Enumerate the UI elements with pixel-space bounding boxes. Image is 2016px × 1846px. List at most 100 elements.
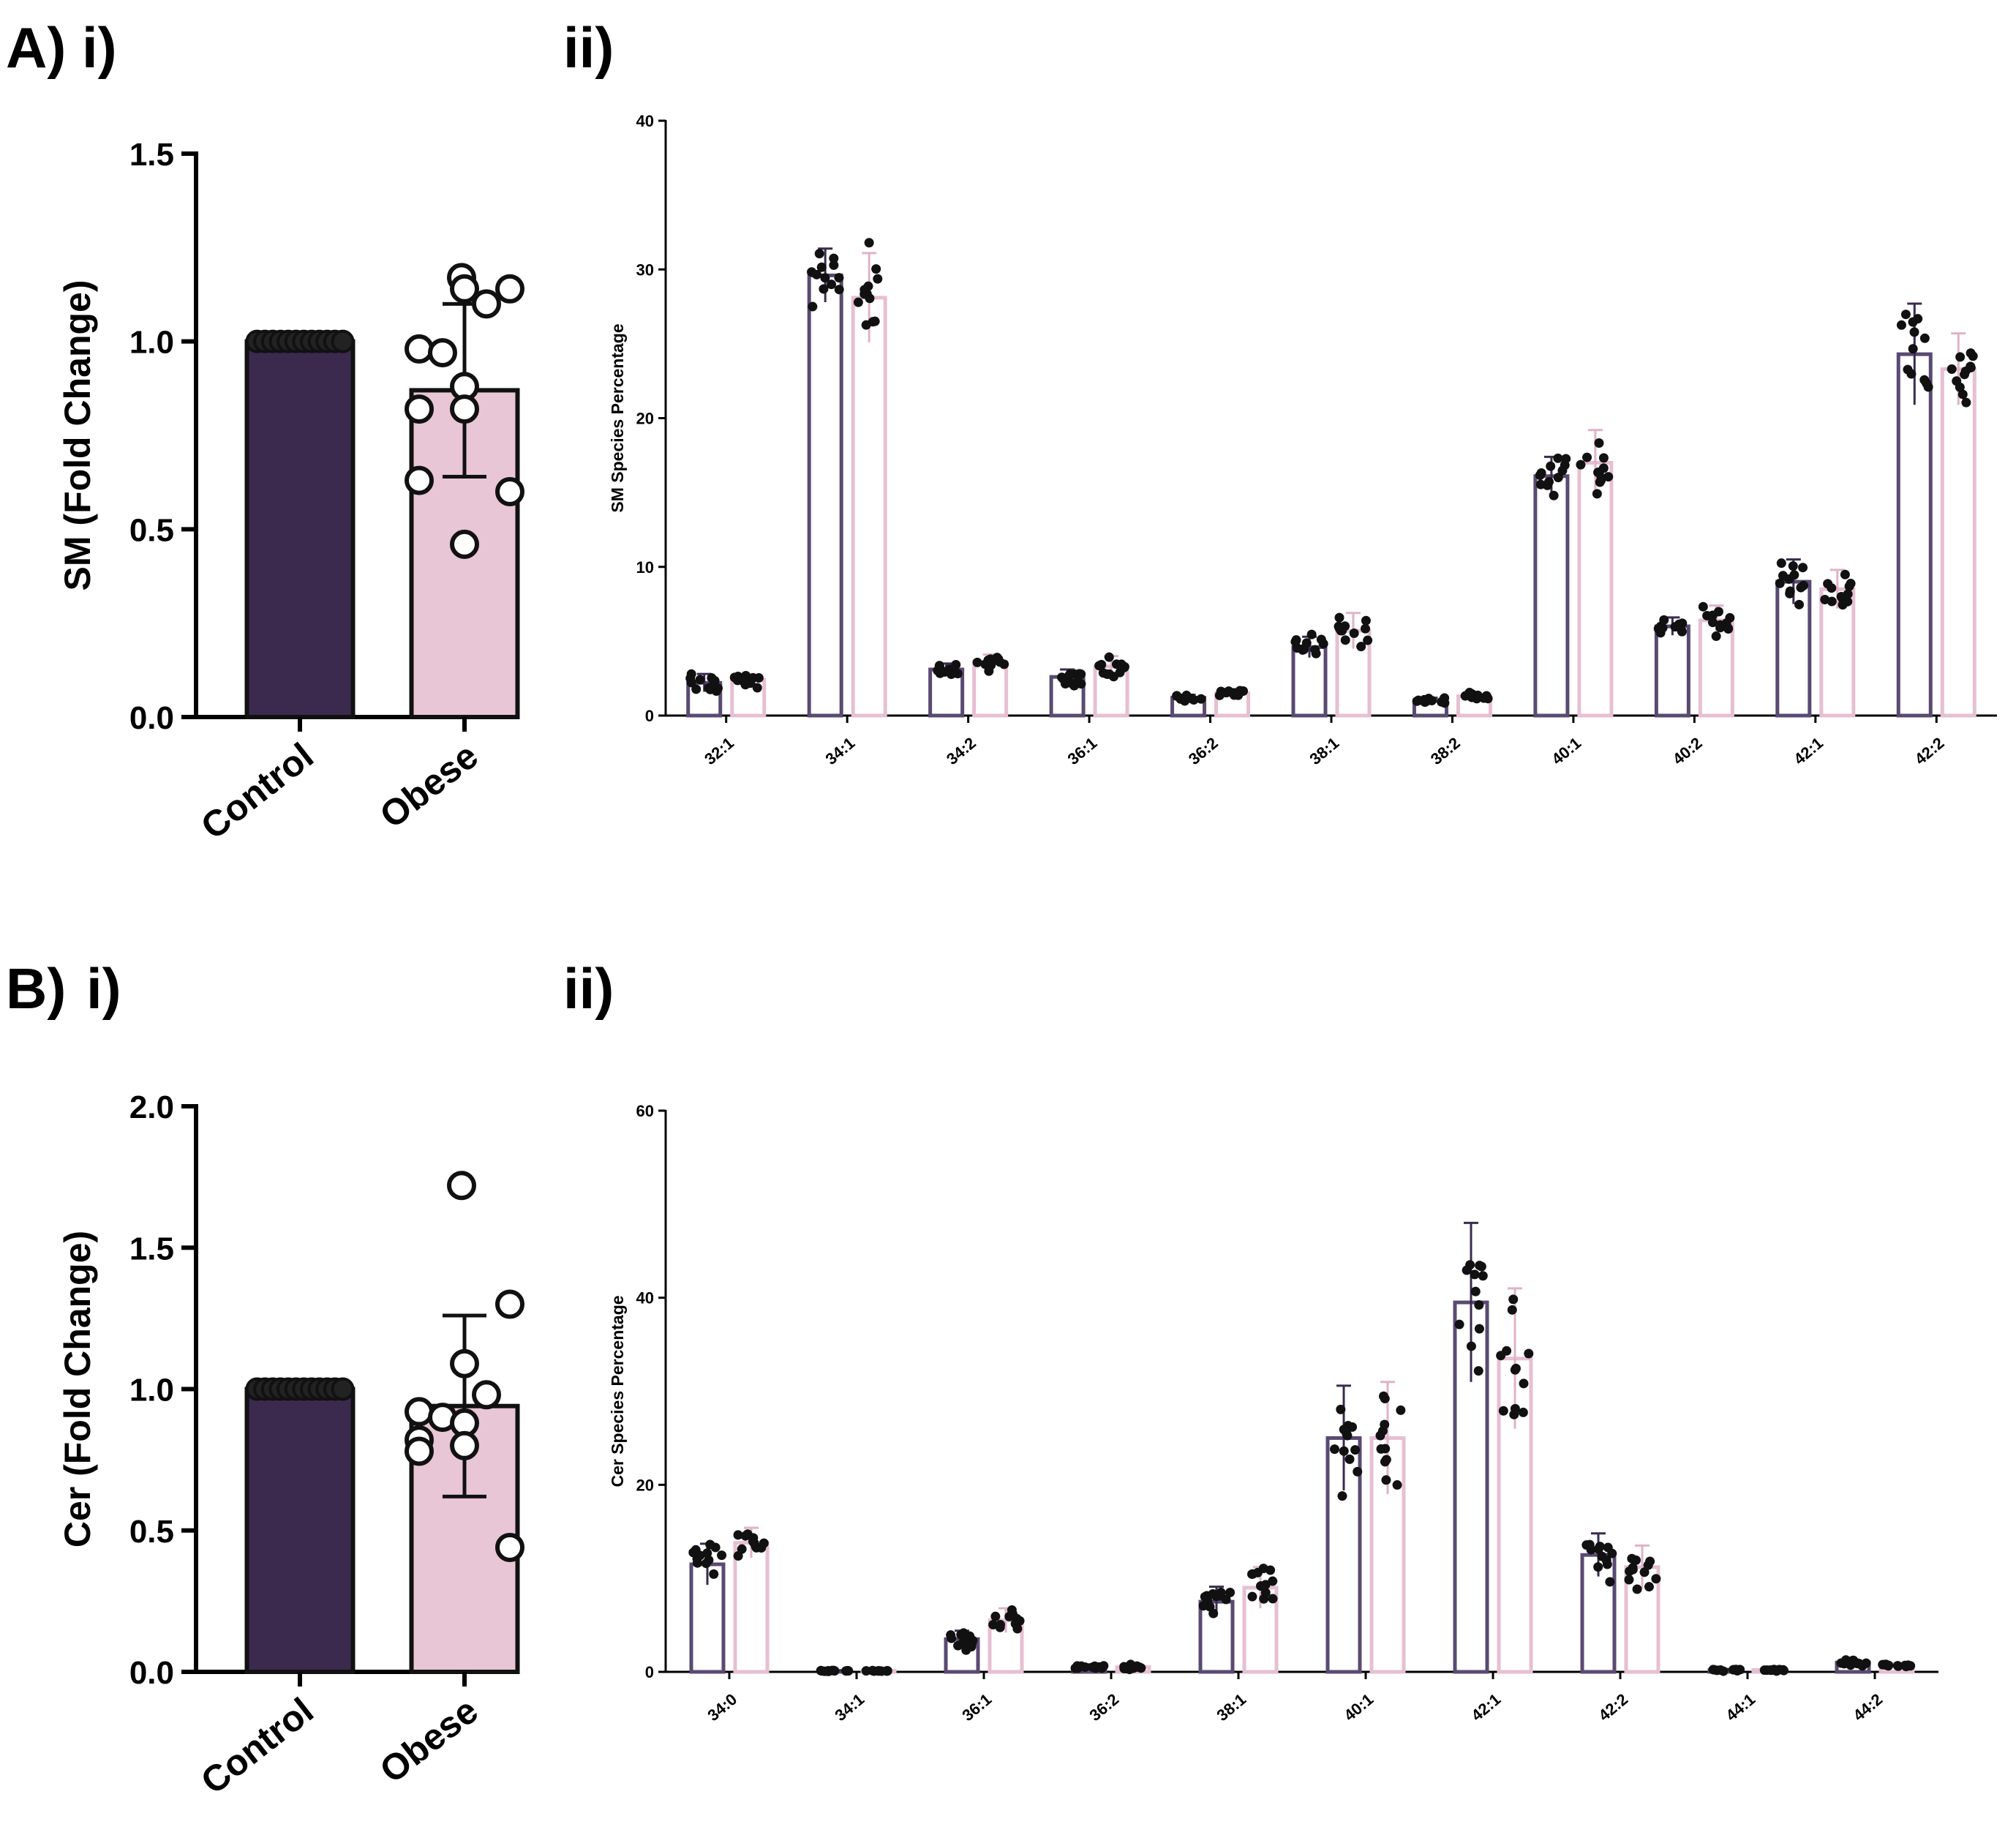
data-point bbox=[737, 1544, 747, 1554]
data-point bbox=[1602, 1559, 1612, 1569]
data-point bbox=[685, 673, 696, 683]
x-tick-label-control: Control bbox=[193, 1690, 321, 1803]
data-point bbox=[1347, 1422, 1358, 1432]
bar-obese bbox=[851, 296, 887, 718]
data-point bbox=[1075, 669, 1085, 679]
data-point bbox=[1840, 569, 1850, 579]
data-point bbox=[946, 1630, 956, 1640]
bar-control bbox=[244, 339, 356, 719]
x-tick-label: 36:2 bbox=[1185, 734, 1222, 768]
data-point bbox=[1337, 1491, 1347, 1501]
y-tick-label: 40 bbox=[636, 112, 654, 130]
data-point bbox=[843, 1665, 853, 1676]
data-point bbox=[864, 238, 874, 248]
data-point bbox=[428, 338, 457, 368]
bar-obese bbox=[1577, 460, 1614, 718]
data-point bbox=[749, 1538, 759, 1548]
data-point bbox=[820, 273, 830, 283]
y-tick-label: 0.0 bbox=[129, 1655, 174, 1691]
data-point bbox=[829, 260, 839, 270]
x-tick-label: 42:1 bbox=[1790, 734, 1827, 768]
data-point bbox=[819, 284, 829, 294]
data-point bbox=[814, 249, 824, 259]
data-point bbox=[1268, 1594, 1278, 1604]
data-point bbox=[1361, 623, 1371, 634]
data-point bbox=[1778, 571, 1788, 581]
data-point bbox=[1789, 570, 1799, 580]
data-point bbox=[1535, 470, 1545, 480]
y-tick-label: 1.0 bbox=[129, 1373, 174, 1408]
data-point bbox=[1561, 454, 1571, 464]
y-tick-label: 0.5 bbox=[129, 512, 174, 548]
data-point bbox=[1225, 1588, 1235, 1598]
data-point bbox=[1381, 1455, 1391, 1465]
data-point bbox=[1329, 1444, 1339, 1455]
data-point bbox=[1557, 465, 1568, 476]
data-point bbox=[1903, 364, 1913, 375]
data-point bbox=[999, 659, 1009, 669]
data-point bbox=[1632, 1584, 1642, 1594]
data-point bbox=[1549, 490, 1559, 500]
data-point bbox=[331, 1377, 355, 1401]
data-point bbox=[1776, 558, 1786, 569]
data-point bbox=[1595, 1542, 1605, 1552]
data-point bbox=[1524, 1348, 1534, 1359]
data-point bbox=[1119, 661, 1129, 672]
y-tick-label: 0 bbox=[645, 707, 654, 725]
data-point bbox=[1339, 1446, 1349, 1456]
data-point bbox=[816, 262, 827, 272]
data-point bbox=[1715, 1665, 1726, 1675]
data-point bbox=[829, 253, 839, 263]
panel-label-a-i: i) bbox=[82, 15, 117, 80]
data-point bbox=[1794, 599, 1805, 609]
y-tick-label: 0 bbox=[645, 1663, 654, 1681]
data-point bbox=[495, 1532, 524, 1562]
data-point bbox=[996, 1619, 1006, 1629]
panel-label-b: B) bbox=[6, 956, 66, 1021]
data-point bbox=[1900, 309, 1911, 320]
data-point bbox=[873, 274, 883, 284]
data-point bbox=[863, 281, 873, 291]
chart-cer-species-percentage: 0 20 40 60 Cer Species Percentage 34:0 34:1 36:… bbox=[608, 1102, 1938, 1725]
y-axis-label: SM Species Percentage bbox=[608, 323, 627, 512]
data-point bbox=[967, 1637, 977, 1648]
data-point bbox=[1836, 591, 1846, 601]
data-point bbox=[1260, 1588, 1271, 1598]
data-point bbox=[1922, 378, 1932, 389]
data-point bbox=[1464, 690, 1475, 700]
data-point bbox=[853, 297, 863, 307]
y-axis-label: Cer (Fold Change) bbox=[57, 1231, 98, 1547]
data-point bbox=[1639, 1567, 1650, 1577]
data-point bbox=[1909, 327, 1919, 337]
data-point bbox=[1334, 612, 1344, 623]
data-point bbox=[1298, 645, 1308, 655]
bar-obese bbox=[733, 1541, 770, 1674]
data-point bbox=[1677, 618, 1688, 629]
x-tick-label: 42:1 bbox=[1467, 1690, 1504, 1725]
data-point bbox=[450, 1430, 479, 1460]
data-point bbox=[1798, 563, 1808, 573]
data-point bbox=[817, 1666, 827, 1676]
bar-control bbox=[807, 273, 843, 718]
data-point bbox=[1437, 697, 1447, 707]
data-point bbox=[1073, 1663, 1083, 1673]
y-tick-label: 40 bbox=[636, 1289, 654, 1307]
y-axis-label: SM (Fold Change) bbox=[57, 280, 98, 591]
data-point bbox=[1553, 453, 1563, 463]
x-tick-label: 36:2 bbox=[1086, 1690, 1122, 1725]
data-point bbox=[1884, 1660, 1894, 1670]
data-point bbox=[1104, 652, 1114, 662]
data-point bbox=[1498, 1406, 1508, 1416]
data-point bbox=[1466, 1341, 1476, 1351]
x-tick-label: 42:2 bbox=[1595, 1690, 1631, 1725]
data-point bbox=[1846, 579, 1856, 589]
data-point bbox=[1861, 1658, 1871, 1668]
data-point bbox=[1200, 1591, 1210, 1602]
data-point bbox=[495, 1289, 524, 1319]
data-point bbox=[1510, 1365, 1520, 1375]
data-point bbox=[405, 1436, 434, 1466]
bar-control bbox=[1291, 645, 1328, 718]
data-point bbox=[1960, 366, 1971, 376]
data-point bbox=[1378, 1391, 1388, 1401]
panel-label-a: A) bbox=[6, 15, 66, 80]
